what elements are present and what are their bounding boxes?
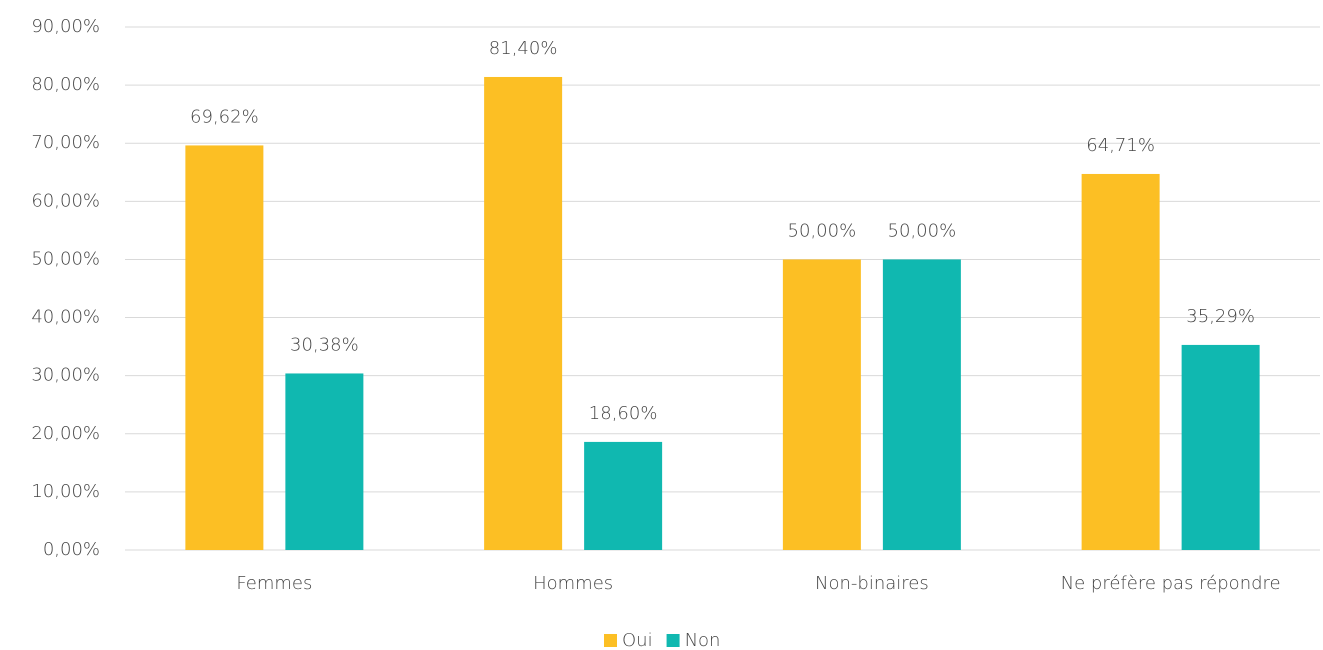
- legend-label: Oui: [622, 630, 653, 650]
- bar: [185, 145, 264, 550]
- y-tick-label: 50,00%: [31, 248, 100, 269]
- value-label: 50,00%: [788, 220, 857, 241]
- x-tick-label: Non-binaires: [815, 573, 929, 594]
- bar: [882, 259, 961, 550]
- y-tick-label: 10,00%: [31, 481, 100, 502]
- bar: [285, 373, 364, 550]
- y-tick-label: 90,00%: [31, 16, 100, 37]
- value-label: 35,29%: [1186, 306, 1255, 327]
- y-tick-label: 30,00%: [31, 365, 100, 386]
- bar: [1181, 344, 1260, 550]
- bar: [484, 76, 563, 550]
- value-label: 81,40%: [489, 38, 558, 59]
- bar: [1081, 173, 1160, 550]
- value-label: 30,38%: [290, 334, 359, 355]
- x-tick-label: Ne préfère pas répondre: [1061, 573, 1281, 594]
- y-tick-label: 0,00%: [43, 539, 100, 560]
- value-label: 64,71%: [1086, 135, 1155, 156]
- legend-swatch: [666, 634, 680, 647]
- legend-label: Non: [685, 630, 721, 650]
- y-tick-label: 20,00%: [31, 423, 100, 444]
- x-tick-label: Femmes: [236, 573, 312, 594]
- value-label: 50,00%: [888, 220, 957, 241]
- bar: [584, 441, 663, 550]
- x-tick-label: Hommes: [533, 573, 613, 594]
- value-label: 69,62%: [190, 106, 259, 127]
- bar: [782, 259, 861, 550]
- legend-swatch: [604, 634, 617, 647]
- y-tick-label: 40,00%: [31, 307, 100, 328]
- y-tick-label: 70,00%: [31, 132, 100, 153]
- value-label: 18,60%: [589, 403, 658, 424]
- y-tick-label: 60,00%: [31, 190, 100, 211]
- y-tick-label: 80,00%: [31, 74, 100, 95]
